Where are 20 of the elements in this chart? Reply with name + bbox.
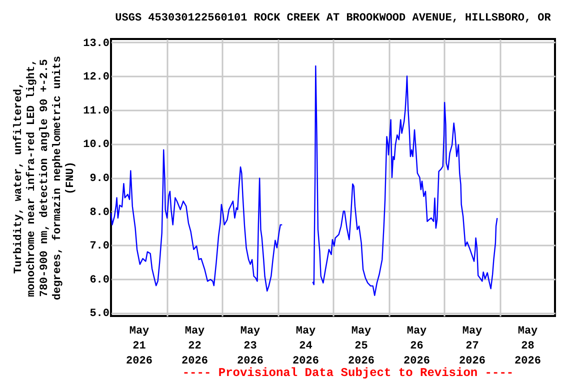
x-tick-label: May 22 2026	[182, 326, 208, 368]
y-tick-label: 7.0	[90, 240, 110, 253]
y-axis-title: Turbidity, water, unfiltered, monochrome near infra-red LED light, 780-900 nm, detection angle 90 +-2.5 degrees, formazin nephelometric units (FNU)	[12, 56, 78, 300]
y-tick-label: 8.0	[90, 206, 110, 219]
y-tick-label: 9.0	[90, 173, 110, 185]
x-tick-label: May 26 2026	[404, 326, 430, 368]
y-tick-label: 10.0	[83, 139, 110, 152]
x-tick-label: May 23 2026	[237, 326, 264, 368]
y-tick-label: 5.0	[90, 308, 110, 320]
y-tick-label: 11.0	[83, 105, 110, 118]
y-tick-label: 13.0	[83, 38, 110, 50]
x-tick-label: May 28 2026	[514, 326, 541, 368]
x-tick-label: May 21 2026	[126, 326, 152, 368]
x-tick-label: May 27 2026	[459, 326, 486, 368]
x-tick-label: May 25 2026	[348, 326, 374, 368]
y-tick-label: 6.0	[90, 274, 110, 286]
text: ---- Provisional Data Subject to Revision ----	[181, 366, 515, 380]
chart-title: USGS 453030122560101 ROCK CREEK AT BROOKWOOD AVENUE, HILLSBORO, OR	[115, 12, 552, 24]
x-tick-label: May 24 2026	[292, 326, 319, 368]
y-tick-label: 12.0	[83, 72, 110, 84]
